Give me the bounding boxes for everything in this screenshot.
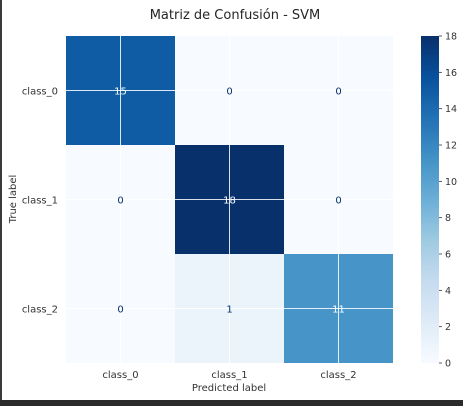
x-tick-label: class_0 — [102, 370, 138, 381]
heatmap-cell-labels: 15 0 00 18 00 1 11 — [114, 87, 345, 316]
y-axis-label: True label — [8, 175, 19, 225]
chart-title: Matriz de Confusión - SVM — [150, 8, 321, 23]
x-axis-ticks: class_0 class_1 class_2 — [102, 370, 356, 381]
cell-value-label: 0 — [117, 305, 123, 316]
cell-value-label: 1 — [226, 305, 232, 316]
colorbar-tick-label: 6 — [445, 250, 451, 261]
colorbar-tick-label: 2 — [445, 322, 451, 333]
y-tick-label: class_1 — [22, 196, 58, 207]
cell-value-label: 0 — [335, 87, 341, 98]
cell-value-label: 11 — [332, 305, 345, 316]
cell-value-label: 0 — [335, 196, 341, 207]
x-tick-label: class_1 — [211, 370, 247, 381]
colorbar-tick-label: 18 — [445, 32, 457, 43]
colorbar-tick-label: 10 — [445, 177, 457, 188]
cell-value-label: 0 — [117, 196, 123, 207]
colorbar-tick-label: 4 — [445, 286, 451, 297]
cell-value-label: 15 — [114, 87, 127, 98]
x-axis-label: Predicted label — [192, 383, 266, 394]
window-left-edge — [0, 0, 2, 400]
colorbar — [421, 36, 439, 363]
window-bottom-strip — [0, 400, 463, 406]
colorbar-tick-label: 12 — [445, 141, 457, 152]
colorbar-tick-label: 16 — [445, 68, 457, 79]
y-axis-ticks: class_0 class_1 class_2 — [22, 87, 58, 316]
x-tick-label: class_2 — [320, 370, 356, 381]
cell-value-label: 0 — [226, 87, 232, 98]
cell-value-label: 18 — [223, 196, 236, 207]
colorbar-tick-label: 0 — [445, 359, 451, 370]
colorbar-tick-label: 14 — [445, 104, 457, 115]
colorbar-tick-label: 8 — [445, 213, 451, 224]
y-tick-label: class_2 — [22, 305, 58, 316]
heatmap-grid — [66, 36, 393, 363]
y-tick-label: class_0 — [22, 87, 58, 98]
colorbar-ticks: 0 2 4 6 8 10 12 14 16 18 — [439, 32, 457, 370]
